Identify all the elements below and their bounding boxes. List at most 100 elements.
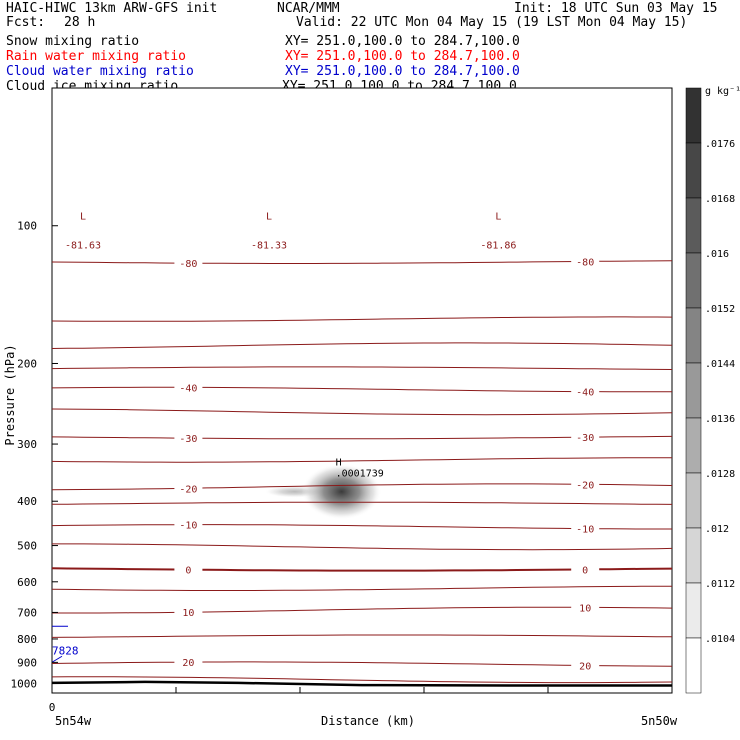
field-cloudwater-name: Cloud water mixing ratio [6,64,194,79]
colorbar-label: .0144 [705,359,735,370]
temperature-contour [51,457,672,463]
y-tick-label: 300 [17,438,37,451]
temperature-contour [51,435,673,440]
temperature-contour [51,260,673,264]
y-axis-label: Pressure (hPa) [3,344,17,445]
contour-label: 10 [579,603,591,614]
contour-label: -80 [179,259,197,270]
contour-label-bg [174,257,203,270]
field-rain-name: Rain water mixing ratio [6,49,187,64]
contour-label: -30 [179,434,197,445]
temperature-contour [51,342,673,349]
colorbar-label: .0136 [705,414,735,425]
contour-label-bg [174,563,203,576]
plot-frame [51,87,673,694]
temperature-contour [51,501,673,505]
contour-label: -10 [576,525,594,536]
temperature-contour [51,567,673,572]
temperature-contour [52,606,673,614]
colorbar-cell [685,472,702,529]
colorbar-cell [685,307,702,364]
colorbar-label: .0112 [705,579,735,590]
low-value: -81.63 [65,241,101,252]
y-tick-label: 800 [17,633,37,646]
model-title: HAIC-HIWC 13km ARW-GFS init [6,1,218,16]
contour-label-bg [571,601,600,614]
temperature-contour [51,366,673,370]
contour-label-bg [571,522,600,535]
low-value: -81.86 [480,241,516,252]
field-snow-xy: XY= 251.0,100.0 to 284.7,100.0 [285,34,520,49]
high-marker: H [336,458,342,469]
temperature-contour [51,524,672,530]
low-value: -81.33 [251,241,287,252]
contour-label-bg [174,606,203,619]
temperature-contour [51,634,673,638]
contour-label: -10 [179,521,197,532]
center-label: NCAR/MMM [277,1,340,16]
y-tick-label: 1000 [11,677,38,690]
fcst-value: 28 h [64,15,96,30]
y-tick-label: 400 [17,495,37,508]
contour-label-bg [174,656,203,669]
fcst-label: Fcst: [6,15,46,30]
contour-label: 10 [182,608,194,619]
cloud-water-label: 7828 [52,644,79,657]
contour-label-bg [571,385,600,398]
colorbar-label: .0176 [705,139,735,150]
colorbar-cell [685,87,702,144]
x-right-label: 5n50w [641,714,678,728]
y-tick-label: 700 [17,606,37,619]
contour-label-bg [571,255,600,268]
surface-line [51,680,672,687]
temperature-contour [51,483,673,491]
contour-label: -20 [179,484,197,495]
contour-label-bg [174,518,203,531]
colorbar-unit: g kg⁻¹ [705,86,740,97]
colorbar-label: .0104 [705,634,735,645]
contour-label-bg [571,478,600,491]
contour-label: -80 [576,257,594,268]
colorbar-cell [685,197,702,254]
x-left-label: 5n54w [55,714,92,728]
contour-label: -40 [576,388,594,399]
colorbar-cell [685,637,702,694]
colorbar-cell [685,362,702,419]
valid-time: Valid: 22 UTC Mon 04 May 15 (19 LST Mon … [296,15,688,30]
temperature-contour [52,543,673,551]
field-snow-name: Snow mixing ratio [6,34,140,49]
contour-label: -40 [179,383,197,394]
y-tick-label: 900 [17,656,37,669]
contour-label-bg [174,381,203,394]
init-time: Init: 18 UTC Sun 03 May 15 [514,1,718,16]
contour-label: 20 [182,658,194,669]
colorbar-label: .016 [705,249,729,260]
y-tick-label: 100 [17,220,37,233]
low-marker: L [266,212,272,223]
field-cloudwater-xy: XY= 251.0,100.0 to 284.7,100.0 [285,64,520,79]
colorbar-cell [685,252,702,309]
contour-label-bg [174,432,203,445]
low-marker: L [495,212,501,223]
field-rain-xy: XY= 251.0,100.0 to 284.7,100.0 [285,49,520,64]
contour-label: 0 [185,566,191,577]
y-tick-label: 200 [17,357,37,370]
x-axis-label: Distance (km) [321,714,415,728]
colorbar-label: .012 [705,524,729,535]
colorbar-label: .0152 [705,304,735,315]
colorbar-cell [685,417,702,474]
high-value: .0001739 [336,469,384,480]
temperature-contour [51,661,673,667]
x-tick-label-zero: 0 [49,701,56,714]
contour-label: -20 [576,480,594,491]
y-tick-label: 500 [17,540,37,553]
temperature-contour [51,386,672,393]
colorbar-label: .0168 [705,194,735,205]
colorbar-cell [685,582,702,639]
temperature-contour [51,676,673,684]
temperature-contour [51,585,672,591]
cloud-water-contour [51,655,63,663]
contour-label-bg [571,431,600,444]
temperature-contour [51,316,673,322]
